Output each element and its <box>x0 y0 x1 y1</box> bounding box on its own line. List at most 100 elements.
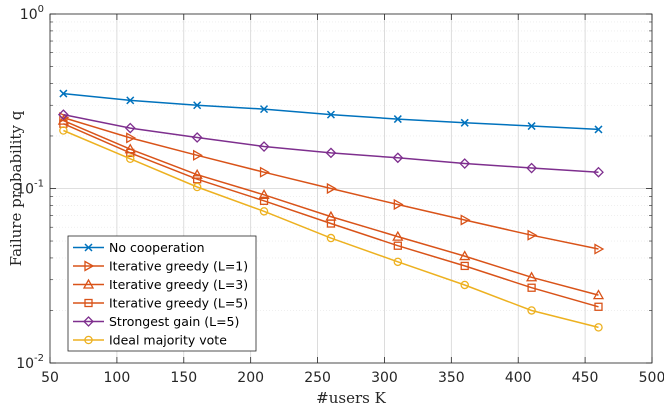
legend-label: Ideal majority vote <box>109 333 227 348</box>
data-point <box>392 230 404 241</box>
legend-swatch-marker <box>84 260 95 272</box>
data-point <box>459 250 471 261</box>
data-point <box>258 188 270 199</box>
data-point <box>260 105 269 114</box>
legend: No cooperation Iterative greedy (L=1) Iter… <box>67 235 257 352</box>
data-point <box>594 323 603 332</box>
data-point <box>193 149 203 161</box>
data-point <box>126 132 137 144</box>
data-point <box>594 243 605 255</box>
y-axis-label: Failure probability q <box>7 110 25 266</box>
data-point <box>593 166 604 178</box>
series-5 <box>57 109 604 178</box>
data-point <box>460 261 469 271</box>
data-point <box>527 283 536 292</box>
x-tick-label: 200 <box>237 370 264 386</box>
data-point-stroke <box>326 110 335 119</box>
x-tick-label: 250 <box>304 370 331 386</box>
legend-swatch-marker <box>83 316 94 327</box>
x-axis-label: #users K <box>316 389 386 407</box>
x-tick-labels: 50 100 150 200 250 300 350 400 450 500 <box>41 370 664 386</box>
legend-swatch-marker <box>84 298 93 308</box>
y-tick-label: 10-1 <box>16 179 44 198</box>
data-point <box>57 109 69 121</box>
series-line <box>63 113 599 173</box>
data-point-stroke <box>126 96 135 105</box>
data-point <box>326 219 336 228</box>
series-line <box>63 119 599 296</box>
legend-item: Iterative greedy (L=1) <box>73 259 248 274</box>
data-point <box>392 152 404 164</box>
data-point <box>325 147 337 159</box>
data-point <box>259 196 269 205</box>
y-tick-label: 100 <box>20 4 44 23</box>
series-line <box>63 116 599 250</box>
data-point-stroke <box>59 89 68 98</box>
legend-item: Iterative greedy (L=5) <box>73 296 248 311</box>
data-point-stroke <box>594 125 603 134</box>
data-point <box>393 257 403 267</box>
x-tick-label: 100 <box>104 370 131 386</box>
x-tick-label: 50 <box>41 370 59 386</box>
axis-ticks <box>49 13 653 364</box>
data-point <box>393 115 402 124</box>
legend-item: Iterative greedy (L=3) <box>73 277 248 292</box>
legend-box <box>67 235 257 352</box>
data-point <box>460 118 469 127</box>
data-point <box>193 175 202 184</box>
legend-label: Iterative greedy (L=5) <box>109 296 248 311</box>
series-line <box>63 123 599 308</box>
data-point <box>192 182 202 192</box>
data-point <box>326 182 337 195</box>
data-point-stroke <box>527 122 536 131</box>
x-tick-label: 350 <box>438 370 465 386</box>
data-point <box>594 302 603 311</box>
data-point <box>258 141 270 152</box>
series-4 <box>59 119 603 311</box>
data-point <box>193 101 202 110</box>
legend-swatch-marker-stroke <box>84 243 93 252</box>
y-tick-labels: 10-2 10-1 100 <box>16 4 44 372</box>
data-point <box>259 207 269 216</box>
series-1 <box>59 89 603 134</box>
legend-swatch-marker <box>82 278 95 289</box>
data-point <box>259 166 270 178</box>
data-point <box>126 154 135 164</box>
data-point <box>527 122 536 131</box>
data-point <box>126 148 135 158</box>
data-point-stroke <box>393 115 402 124</box>
x-tick-label: 300 <box>371 370 398 386</box>
legend-label: Strongest gain (L=5) <box>109 314 239 329</box>
series-layer <box>57 89 605 332</box>
data-point-stroke <box>260 105 269 114</box>
x-tick-label: 400 <box>505 370 532 386</box>
legend-swatch-marker <box>84 335 93 345</box>
data-point <box>126 96 135 105</box>
data-point <box>594 125 603 134</box>
y-tick-label: 10-2 <box>16 353 44 372</box>
legend-item: No cooperation <box>73 240 205 255</box>
legend-swatch-marker <box>84 243 93 252</box>
data-point <box>59 126 68 135</box>
legend-item: Ideal majority vote <box>73 333 227 348</box>
data-point <box>592 289 605 300</box>
legend-label: Iterative greedy (L=3) <box>109 277 248 292</box>
data-point <box>525 271 538 282</box>
series-6 <box>59 126 603 332</box>
x-tick-label: 150 <box>170 370 197 386</box>
data-point <box>59 89 68 98</box>
data-point <box>460 214 471 226</box>
data-point <box>393 198 404 211</box>
data-point <box>326 110 335 119</box>
data-point <box>393 241 402 250</box>
data-point-stroke <box>193 101 202 110</box>
data-point <box>526 162 538 174</box>
x-tick-label: 450 <box>572 370 599 386</box>
data-point-stroke <box>460 118 469 127</box>
data-point <box>124 122 136 134</box>
data-point <box>459 158 471 169</box>
series-line <box>63 129 599 329</box>
data-point <box>191 168 203 179</box>
minor-grid <box>50 21 652 311</box>
